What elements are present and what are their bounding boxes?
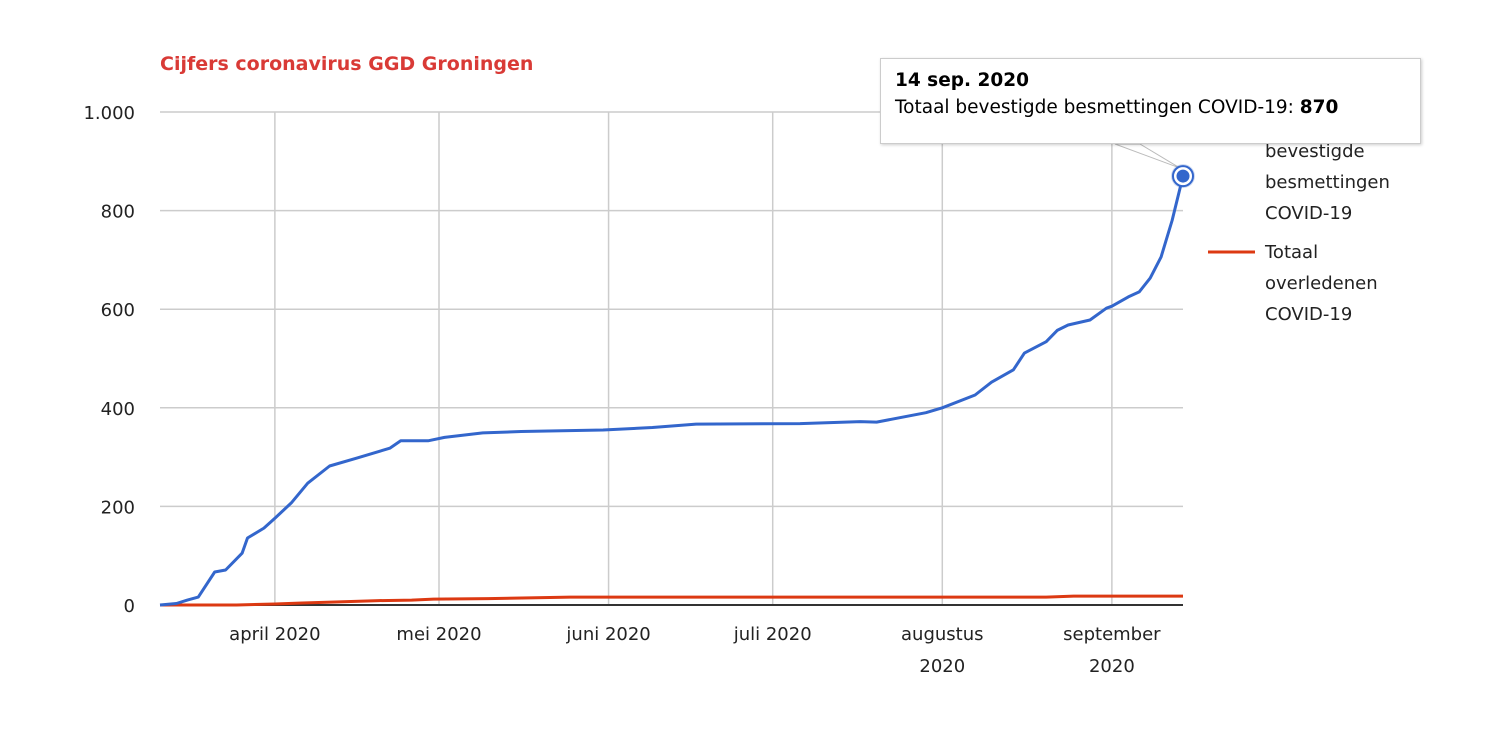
- legend-label: Totaal overledenen COVID-19: [1264, 242, 1378, 325]
- y-axis: 0 200 400 600 800 1.000: [83, 103, 135, 617]
- x-tick-label: mei 2020: [396, 624, 481, 645]
- focus-point: [1176, 169, 1190, 183]
- y-tick-label: 1.000: [83, 103, 135, 124]
- tooltip: 14 sep. 2020 Totaal bevestigde besmettin…: [880, 58, 1421, 144]
- y-tick-label: 200: [101, 497, 135, 518]
- series-lines: [159, 175, 1185, 607]
- tooltip-tail: [1114, 143, 1181, 169]
- x-tick-label: april 2020: [229, 624, 320, 645]
- tooltip-row: Totaal bevestigde besmettingen COVID-19:…: [895, 97, 1406, 118]
- tooltip-value: 870: [1299, 97, 1339, 118]
- series-line: [160, 594, 1183, 607]
- x-tick-label: 2020: [919, 656, 965, 677]
- x-tick-label: juli 2020: [733, 624, 812, 645]
- series-line: [159, 175, 1185, 607]
- chart-title: Cijfers coronavirus GGD Groningen: [160, 53, 533, 75]
- y-tick-label: 400: [101, 399, 135, 420]
- y-tick-label: 800: [101, 202, 135, 223]
- y-tick-label: 600: [101, 300, 135, 321]
- x-tick-label: 2020: [1089, 656, 1135, 677]
- tooltip-date: 14 sep. 2020: [895, 70, 1029, 91]
- tooltip-series-label: Totaal bevestigde besmettingen COVID-19:: [895, 97, 1294, 118]
- grid: [160, 111, 1183, 606]
- x-tick-label: juni 2020: [565, 624, 650, 645]
- y-tick-label: 0: [124, 596, 135, 617]
- x-tick-label: september: [1063, 624, 1161, 645]
- tooltip-pointer: [1114, 143, 1195, 189]
- x-tick-label: augustus: [901, 624, 984, 645]
- x-axis: april 2020 mei 2020 juni 2020 juli 2020 augu…: [229, 624, 1161, 677]
